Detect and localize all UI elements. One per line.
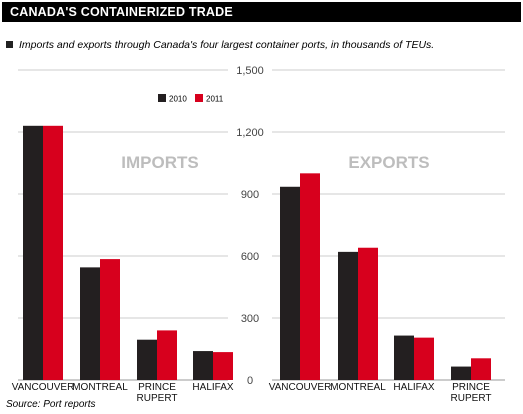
y-tick-label: 900	[241, 189, 259, 201]
imports-bar-2010	[80, 267, 100, 380]
exports-category-label: RUPERT	[451, 393, 492, 404]
y-tick-label: 1,200	[236, 127, 264, 139]
exports-title: EXPORTS	[348, 153, 429, 172]
exports-category-label: PRINCE	[452, 382, 490, 393]
legend-swatch-2010	[158, 94, 166, 102]
imports-category-label: VANCOUVER	[12, 382, 75, 393]
exports-bar-2010	[338, 251, 358, 380]
exports-category-label: MONTREAL	[330, 382, 386, 393]
imports-category-label: HALIFAX	[192, 382, 233, 393]
chart-subtitle: Imports and exports through Canada's fou…	[6, 39, 434, 51]
imports-bar-2010	[23, 125, 43, 380]
legend-swatch-2011	[195, 94, 203, 102]
subtitle-text: Imports and exports through Canada's fou…	[19, 39, 435, 51]
imports-bar-2011	[100, 259, 120, 380]
y-tick-label: 0	[247, 375, 253, 387]
title-bar: CANADA'S CONTAINERIZED TRADE	[2, 2, 521, 22]
imports-category-label: PRINCE	[138, 382, 176, 393]
y-tick-label: 600	[241, 251, 259, 263]
legend-label-2010: 2010	[169, 95, 187, 104]
y-tick-label: 300	[241, 313, 259, 325]
exports-bar-2011	[358, 247, 378, 380]
imports-title: IMPORTS	[121, 153, 198, 172]
y-tick-label: 1,500	[236, 65, 264, 77]
exports-category-label: VANCOUVER	[269, 382, 332, 393]
exports-category-label: HALIFAX	[393, 382, 434, 393]
exports-bar-2011	[300, 173, 320, 380]
exports-bar-2011	[414, 337, 434, 380]
legend-label-2011: 2011	[206, 95, 224, 104]
source-note: Source: Port reports	[6, 399, 96, 410]
exports-bar-2010	[394, 335, 414, 380]
bullet-square-icon	[6, 41, 13, 48]
chart-title: CANADA'S CONTAINERIZED TRADE	[10, 5, 233, 19]
exports-bar-2011	[471, 358, 491, 380]
exports-bar-2010	[280, 186, 300, 380]
imports-bar-2010	[137, 339, 157, 380]
imports-category-label: MONTREAL	[72, 382, 128, 393]
imports-bar-2011	[43, 125, 63, 380]
imports-bar-2011	[157, 330, 177, 380]
imports-category-label: RUPERT	[137, 393, 178, 404]
imports-bar-2010	[193, 351, 213, 380]
imports-bar-2011	[213, 352, 233, 380]
exports-bar-2010	[451, 366, 471, 380]
